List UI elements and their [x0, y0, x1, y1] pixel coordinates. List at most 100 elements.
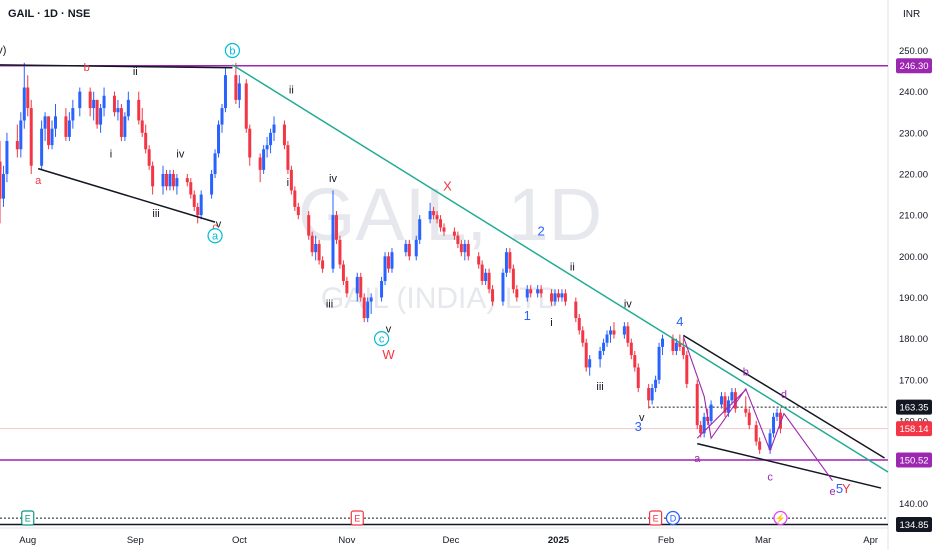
candle[interactable]	[29, 108, 33, 166]
candle[interactable]	[192, 194, 196, 207]
candle[interactable]	[529, 289, 533, 294]
candle[interactable]	[563, 293, 567, 302]
candle[interactable]	[525, 289, 529, 298]
candle[interactable]	[536, 289, 540, 294]
candle[interactable]	[577, 318, 581, 331]
earnings-marker[interactable]	[21, 510, 35, 526]
candle[interactable]	[175, 178, 179, 187]
candle[interactable]	[161, 173, 165, 187]
candle[interactable]	[723, 396, 727, 413]
candle[interactable]	[67, 120, 71, 137]
candle[interactable]	[217, 124, 221, 154]
candle[interactable]	[185, 178, 189, 183]
candle[interactable]	[758, 441, 762, 450]
trend-lines[interactable]	[0, 64, 889, 489]
candle[interactable]	[126, 99, 130, 117]
candle[interactable]	[258, 157, 262, 170]
candle[interactable]	[1, 173, 5, 199]
candle[interactable]	[265, 145, 269, 150]
candle[interactable]	[487, 272, 491, 290]
candle[interactable]	[730, 392, 734, 401]
candle[interactable]	[366, 301, 370, 319]
earnings-marker[interactable]	[350, 510, 364, 526]
candle[interactable]	[244, 83, 248, 129]
candle[interactable]	[380, 281, 384, 298]
candle[interactable]	[612, 330, 616, 335]
candle[interactable]	[560, 293, 564, 298]
candle[interactable]	[702, 416, 706, 434]
candle[interactable]	[588, 359, 592, 368]
candle[interactable]	[223, 75, 227, 109]
candle[interactable]	[151, 165, 155, 187]
candle[interactable]	[64, 116, 68, 137]
trendline-black[interactable]	[0, 64, 233, 69]
wave-path[interactable]	[682, 336, 833, 481]
candle[interactable]	[695, 383, 699, 426]
candle[interactable]	[650, 388, 654, 401]
candle[interactable]	[508, 252, 512, 269]
candle[interactable]	[480, 264, 484, 281]
candle[interactable]	[463, 243, 467, 253]
candle[interactable]	[754, 425, 758, 442]
candle[interactable]	[452, 231, 456, 236]
dividend-marker[interactable]	[665, 510, 681, 526]
candle[interactable]	[768, 433, 772, 450]
candle[interactable]	[341, 264, 345, 281]
candle[interactable]	[47, 116, 51, 146]
trendline-black[interactable]	[37, 167, 216, 223]
candle[interactable]	[102, 95, 106, 109]
candle[interactable]	[629, 342, 633, 356]
candle[interactable]	[428, 211, 432, 220]
candle[interactable]	[477, 256, 481, 265]
candle[interactable]	[466, 243, 470, 257]
candle[interactable]	[0, 161, 2, 199]
candle[interactable]	[432, 211, 436, 216]
candle[interactable]	[314, 243, 318, 253]
candle[interactable]	[699, 425, 703, 434]
candle[interactable]	[119, 108, 123, 137]
candle[interactable]	[456, 235, 460, 244]
candle[interactable]	[248, 128, 252, 158]
candle[interactable]	[574, 301, 578, 319]
wave-paths[interactable]	[682, 336, 833, 481]
candle[interactable]	[168, 173, 172, 187]
split-marker[interactable]	[773, 510, 788, 526]
candle[interactable]	[661, 338, 665, 347]
candle[interactable]	[210, 173, 214, 195]
candle[interactable]	[605, 334, 609, 343]
candle[interactable]	[137, 99, 141, 121]
currency-label[interactable]: INR	[903, 9, 920, 20]
candle[interactable]	[92, 99, 96, 109]
candle[interactable]	[359, 276, 363, 298]
trendline-black[interactable]	[697, 442, 882, 489]
candle[interactable]	[88, 91, 92, 109]
candle[interactable]	[123, 116, 127, 137]
candle[interactable]	[602, 342, 606, 351]
candle[interactable]	[511, 268, 515, 290]
candle[interactable]	[584, 342, 588, 368]
candle[interactable]	[147, 149, 151, 166]
candle[interactable]	[213, 153, 217, 174]
candle[interactable]	[345, 281, 349, 294]
candle[interactable]	[26, 87, 30, 109]
candle[interactable]	[442, 227, 446, 232]
candle[interactable]	[144, 132, 148, 150]
candle[interactable]	[19, 120, 23, 150]
event-markers[interactable]: E E E D ⚡	[21, 510, 788, 526]
candle[interactable]	[778, 412, 782, 429]
candle[interactable]	[720, 396, 723, 405]
candle[interactable]	[189, 182, 193, 195]
candle[interactable]	[269, 132, 273, 146]
candle[interactable]	[390, 252, 394, 269]
trendline-green[interactable]	[232, 64, 889, 473]
candle[interactable]	[622, 326, 626, 335]
candle[interactable]	[78, 91, 82, 109]
candle[interactable]	[321, 260, 325, 269]
candle[interactable]	[553, 293, 557, 302]
candle[interactable]	[165, 173, 168, 187]
candle[interactable]	[539, 289, 543, 294]
candle[interactable]	[407, 243, 411, 257]
candle[interactable]	[744, 408, 748, 413]
candle[interactable]	[338, 239, 342, 265]
